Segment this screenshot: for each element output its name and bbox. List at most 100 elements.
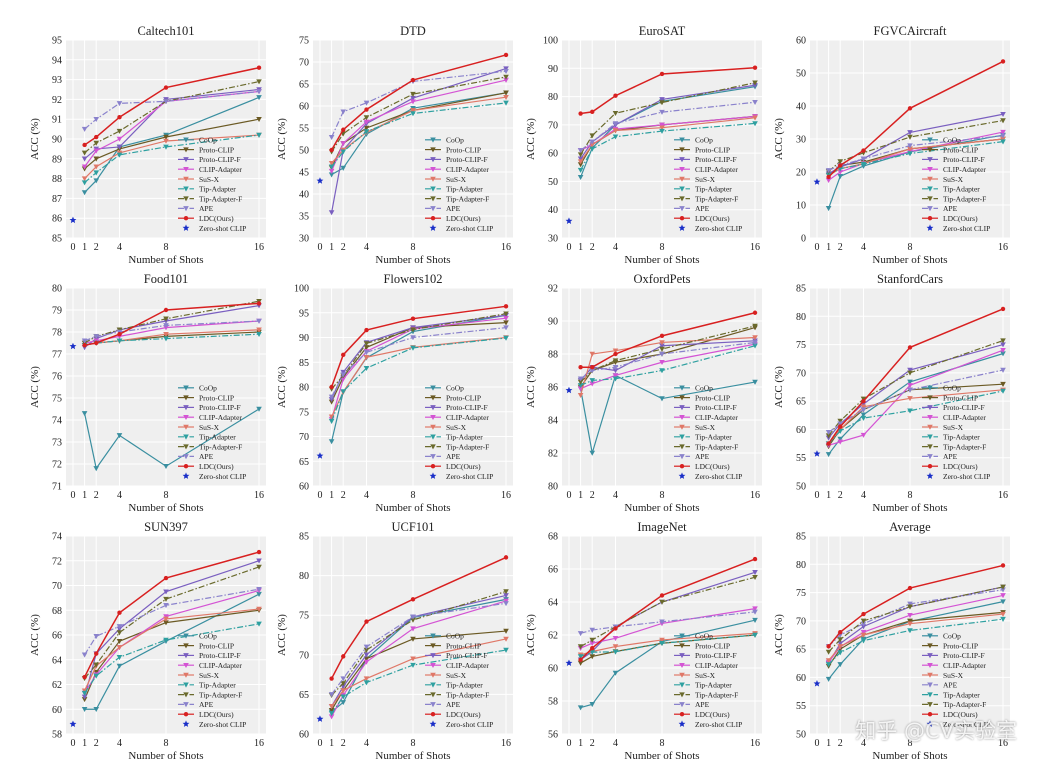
legend-marker (183, 166, 189, 172)
data-point (163, 336, 169, 342)
x-tick-label: 2 (590, 738, 595, 749)
data-point (659, 593, 665, 598)
data-point (589, 378, 596, 384)
legend-label: Zero-shot CLIP (695, 472, 742, 481)
legend-label: Tip-Adapter (695, 433, 732, 442)
series-ldc-ours- (578, 65, 758, 116)
legend-marker (183, 662, 189, 668)
legend: CoOpProto-CLIPProto-CLIP-FCLIP-AdapterSu… (922, 384, 990, 481)
series-ape (81, 586, 262, 658)
legend-label: Proto-CLIP (695, 641, 730, 650)
legend-marker (430, 434, 436, 440)
data-point (577, 159, 584, 165)
legend-label: CoOp (695, 384, 713, 393)
legend-marker (927, 444, 933, 450)
x-tick-label: 2 (94, 490, 99, 501)
legend-label: CoOp (446, 136, 464, 145)
y-tick-label: 74 (52, 532, 62, 543)
legend-label: Tip-Adapter-F (695, 442, 738, 451)
data-point (364, 619, 369, 624)
data-point (752, 323, 758, 329)
legend-marker (927, 405, 933, 411)
y-tick-label: 60 (299, 102, 309, 113)
data-point (659, 109, 665, 115)
y-tick-label: 95 (299, 308, 309, 319)
data-point (752, 80, 758, 86)
series-tip-adapter-f (577, 80, 758, 158)
legend-marker (679, 643, 685, 649)
y-tick-label: 88 (548, 350, 558, 361)
data-point (503, 311, 509, 317)
legend: CoOpProto-CLIPProto-CLIP-FCLIP-AdapterSu… (178, 632, 246, 729)
data-point (1000, 611, 1006, 617)
y-tick-label: 40 (299, 190, 309, 201)
data-point (589, 146, 596, 152)
y-tick-label: 30 (796, 135, 806, 146)
legend-label: Proto-CLIP-F (446, 651, 488, 660)
data-point (410, 95, 416, 101)
series-ldc-ours- (82, 549, 262, 680)
data-point (340, 389, 347, 395)
data-point (116, 338, 123, 344)
legend-marker (679, 653, 685, 659)
data-point (363, 647, 370, 653)
legend-marker (183, 206, 189, 212)
legend-label: Proto-CLIP (695, 145, 730, 154)
y-tick-label: 89 (52, 154, 62, 165)
data-point (93, 164, 100, 170)
legend-label: CLIP-Adapter (943, 413, 986, 422)
y-tick-label: 85 (299, 358, 309, 369)
legend-marker (679, 176, 685, 182)
data-point (612, 134, 619, 140)
legend-label: Zero-shot CLIP (446, 472, 493, 481)
data-point (577, 156, 584, 162)
data-point (163, 134, 169, 140)
y-tick-label: 50 (796, 730, 806, 741)
y-tick-label: 84 (548, 416, 558, 427)
legend-label: Zero-shot CLIP (446, 224, 493, 233)
legend-marker (927, 176, 933, 182)
y-tick-label: 30 (299, 234, 309, 245)
x-tick-label: 1 (826, 242, 831, 253)
data-point (364, 327, 369, 333)
legend-label: Tip-Adapter (943, 433, 980, 442)
data-point (256, 132, 262, 138)
legend-marker (927, 147, 933, 153)
y-axis-label: ACC (%) (29, 118, 41, 160)
data-point (503, 66, 509, 72)
data-point (410, 99, 416, 105)
data-point (116, 655, 123, 661)
data-point (93, 466, 100, 472)
series-ape (825, 367, 1006, 436)
data-point (837, 641, 844, 647)
data-point (256, 406, 262, 412)
data-point (907, 379, 913, 385)
data-point (363, 119, 370, 125)
data-point (838, 424, 843, 429)
data-point (256, 549, 262, 555)
data-point (612, 376, 619, 382)
data-point (328, 439, 335, 445)
chart-panel-flowers102: 60 65 70 75 80 85 90 95 100 0 1 2 4 8 16 Flowers102 Numb… (276, 272, 513, 514)
y-tick-label: 100 (294, 284, 309, 295)
data-point (363, 100, 370, 106)
y-tick-label: 85 (299, 532, 309, 543)
legend-label: LDC(Ours) (446, 710, 481, 719)
data-point (1000, 367, 1006, 373)
x-tick-label: 4 (861, 738, 866, 749)
y-tick-label: 95 (52, 36, 62, 47)
legend-label: Zero-shot CLIP (446, 720, 493, 729)
y-tick-label: 90 (299, 333, 309, 344)
data-point (363, 125, 370, 131)
data-point (116, 638, 123, 644)
legend-marker (679, 137, 685, 143)
data-point (1000, 129, 1006, 135)
data-point (577, 174, 584, 180)
data-point (340, 109, 347, 115)
legend-marker (679, 206, 685, 212)
series-ldc-ours- (578, 310, 758, 370)
zero-shot-point (813, 178, 821, 185)
series-line (828, 369, 1004, 433)
legend-label: Tip-Adapter (446, 681, 483, 690)
legend-marker (183, 464, 189, 469)
